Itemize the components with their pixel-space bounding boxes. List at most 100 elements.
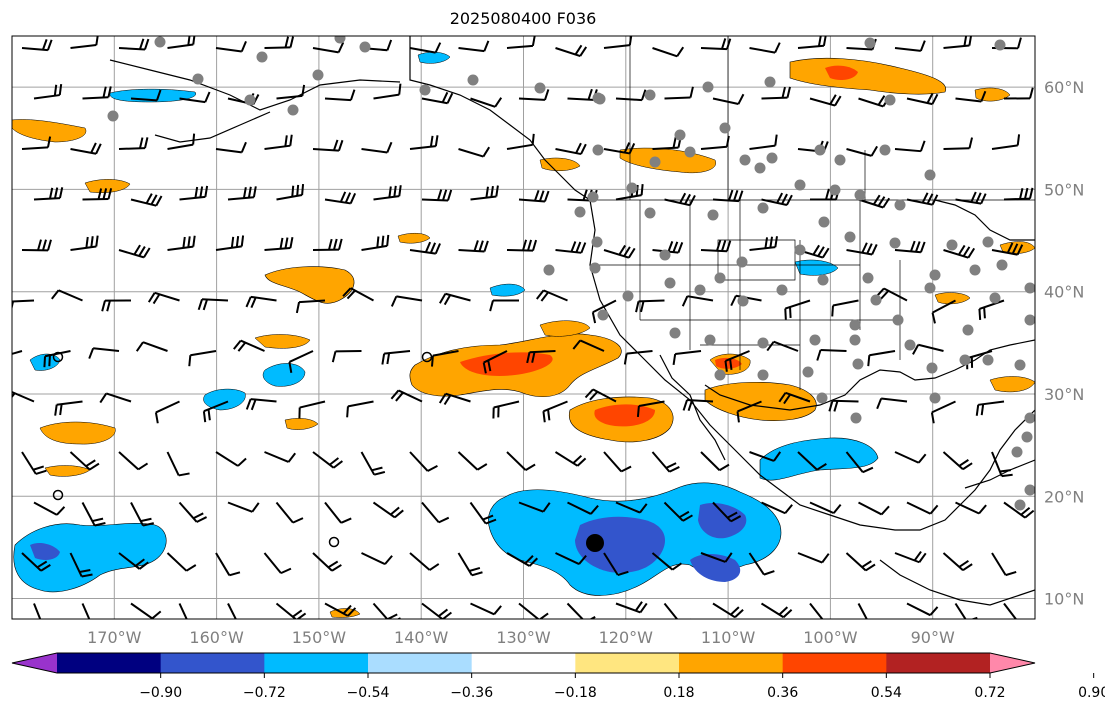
wind-barb	[894, 451, 927, 464]
wind-barb	[712, 501, 742, 523]
colorbar-segment	[160, 653, 265, 673]
wind-barb	[506, 239, 538, 252]
station-dot	[664, 277, 676, 289]
wind-barb	[555, 241, 587, 254]
colorbar-segment	[679, 653, 784, 673]
wind-barb	[906, 92, 939, 106]
wind-barb	[712, 189, 744, 203]
station-dot	[959, 354, 971, 366]
station-dot	[107, 110, 119, 122]
wind-barb	[797, 36, 827, 49]
wind-barb	[700, 239, 732, 253]
wind-barb	[784, 299, 811, 320]
wind-barb	[603, 552, 629, 576]
wind-barb	[816, 348, 847, 361]
colorbar-segment	[57, 653, 162, 673]
station-dot	[862, 272, 874, 284]
wind-barb	[373, 83, 402, 100]
wind-barb	[542, 400, 568, 423]
station-dot	[707, 209, 719, 221]
wind-barb	[215, 451, 247, 467]
station-dot	[982, 236, 994, 248]
wind-barb	[81, 502, 106, 527]
station-dot	[359, 41, 371, 53]
wind-barb	[288, 350, 314, 373]
station-dot	[736, 256, 748, 268]
wind-barb	[975, 400, 1005, 416]
station-dot	[844, 231, 856, 243]
wind-barb	[748, 552, 775, 576]
station-dot	[589, 262, 601, 274]
wind-barb	[69, 552, 93, 578]
wind-barb	[1003, 501, 1035, 519]
wind-barb	[942, 451, 973, 471]
wind-barb	[931, 299, 956, 324]
longitude-labels: 170°W 160°W 150°W 140°W 130°W 120°W 110°W 100°W…	[87, 628, 955, 647]
wind-barb	[324, 602, 357, 617]
station-dot	[467, 74, 479, 86]
wind-barb	[167, 235, 196, 251]
wind-barb	[215, 235, 245, 251]
wind-barb	[324, 501, 352, 524]
wind-barb	[457, 451, 488, 471]
wind-barb	[652, 46, 685, 58]
wind-barb	[51, 289, 83, 302]
longitude-tick-label: 100°W	[803, 628, 858, 647]
wind-barb	[797, 451, 827, 471]
wind-barb	[761, 501, 793, 515]
coastlines	[109, 36, 1035, 606]
wind-barb	[178, 501, 208, 523]
wind-barb	[518, 190, 550, 203]
station-dot	[834, 154, 846, 166]
wind-barb	[438, 392, 471, 406]
wind-barb	[21, 552, 51, 572]
wind-barb	[906, 192, 939, 206]
wind-barb	[506, 36, 536, 49]
wind-barb	[361, 234, 390, 251]
station-dot	[684, 146, 696, 158]
wind-barb	[555, 142, 587, 156]
station-dot	[904, 339, 916, 351]
wind-barb	[603, 451, 632, 473]
colorbar-extend-min	[12, 653, 57, 673]
station-dot	[587, 191, 599, 203]
wind-barb	[130, 602, 162, 619]
station-dot	[946, 239, 958, 251]
wind-barb	[361, 141, 393, 154]
wind-barb	[101, 299, 132, 312]
station-dot	[764, 76, 776, 88]
wind-barb	[118, 137, 149, 150]
wind-barb	[991, 552, 1017, 577]
wind-barb	[489, 299, 520, 312]
wind-barb	[664, 192, 696, 207]
colorbar-tick-label: −0.72	[243, 685, 286, 701]
latitude-labels: 10°N 20°N 30°N 40°N 50°N 60°N	[1044, 78, 1084, 608]
longitude-tick-label: 140°W	[394, 628, 449, 647]
wind-barb	[506, 133, 535, 150]
wind-barb	[555, 552, 587, 565]
station-dot	[622, 290, 634, 302]
wind-barb	[991, 451, 1013, 478]
wind-barb	[615, 601, 648, 614]
wind-barb	[809, 94, 842, 107]
colorbar-tick-label: 0.18	[663, 685, 694, 701]
wind-barb	[663, 501, 693, 522]
station-dot	[794, 244, 806, 256]
wind-barb	[458, 240, 489, 253]
wind-barb	[342, 287, 374, 302]
wind-barb	[943, 244, 976, 259]
wind-barb	[409, 451, 438, 472]
wind-barb	[295, 299, 326, 314]
station-dot	[1024, 484, 1035, 496]
station-dot	[996, 259, 1008, 271]
wind-barb	[797, 552, 830, 564]
station-dot	[849, 319, 861, 331]
wind-barb	[118, 38, 150, 51]
station-dot	[889, 237, 901, 249]
wind-barb	[682, 398, 714, 412]
wind-barb	[167, 133, 196, 150]
wind-barb	[724, 350, 750, 372]
longitude-tick-label: 170°W	[87, 628, 142, 647]
colorbar-segment	[264, 653, 369, 673]
wind-barb	[858, 501, 890, 516]
